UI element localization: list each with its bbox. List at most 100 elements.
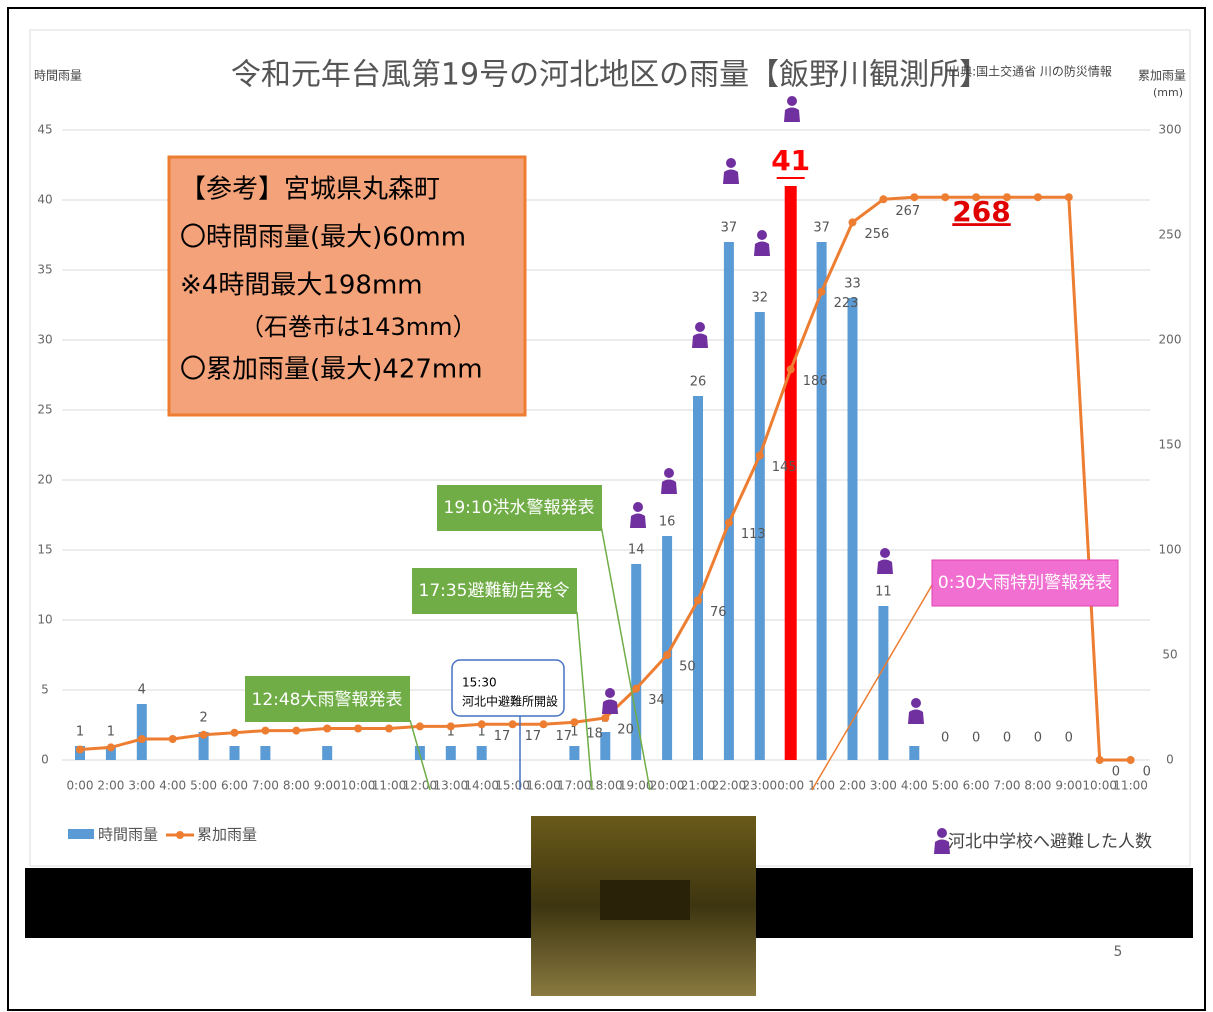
person-icon: [784, 107, 800, 122]
y2-tick-label: 100: [1159, 543, 1182, 557]
line-point: [323, 724, 332, 733]
x-tick-label: 13:00: [434, 779, 469, 793]
bar-label: 37: [813, 221, 830, 236]
line-point: [663, 651, 672, 659]
line-point: [261, 726, 270, 735]
bar-label: 2: [199, 711, 207, 726]
bar-label: 26: [690, 375, 707, 390]
line-point: [694, 596, 702, 605]
line-label: 113: [741, 527, 766, 542]
bar: [445, 746, 456, 760]
callout: 河北中避難所開設: [462, 694, 558, 709]
line-point: [879, 195, 888, 204]
y-tick-label: 25: [37, 403, 52, 417]
line-point: [786, 365, 795, 374]
line-point: [1033, 193, 1042, 202]
line-label: 186: [803, 374, 828, 389]
source: 出典:国土交通省 川の防災情報: [948, 64, 1112, 79]
bar: [600, 732, 611, 760]
line-point: [199, 730, 208, 739]
bar-label: 0: [1003, 731, 1011, 746]
line-point: [292, 726, 301, 735]
bar-label: 0: [1034, 731, 1042, 746]
y2-tick-label: 0: [1166, 753, 1174, 767]
person-icon: [934, 839, 950, 854]
x-tick-label: 10:00: [341, 779, 376, 793]
callout-box: [451, 659, 565, 717]
bar-label: 1: [107, 725, 115, 740]
line-point: [1095, 756, 1104, 764]
line-point: [601, 714, 610, 722]
person-icon: [633, 502, 643, 512]
line-label: 267: [895, 204, 920, 219]
x-tick-label: 4:00: [159, 779, 186, 793]
callout-box: [412, 568, 577, 614]
bar: [105, 746, 116, 760]
callout: 19:10洪水警報発表: [444, 498, 595, 518]
person-icon: [605, 688, 615, 698]
legend-swatch: [68, 829, 94, 839]
bar: [693, 396, 703, 760]
person-icon: [877, 559, 893, 574]
x-tick-label: 3:00: [128, 779, 155, 793]
page-number: 5: [1114, 944, 1123, 960]
x-tick-label: 6:00: [221, 779, 248, 793]
bar-label: 37: [721, 221, 738, 236]
bar: [909, 746, 920, 760]
bar: [723, 242, 734, 760]
line-point: [137, 735, 146, 743]
y2-tick-label: 300: [1159, 123, 1182, 137]
bar-label: 1: [76, 725, 84, 740]
bar-label: 33: [844, 277, 861, 292]
line-label: 17: [525, 729, 542, 744]
callout: 0:30大雨特別警報発表: [938, 573, 1112, 593]
note-line: （石巻市は143mm）: [240, 313, 477, 341]
y2-unit: (mm): [1153, 86, 1183, 99]
line-label: 0: [1143, 765, 1151, 780]
person-icon: [602, 699, 618, 714]
bar-label: 0: [941, 731, 949, 746]
y-tick-label: 40: [37, 193, 52, 207]
bar: [476, 746, 487, 760]
bar: [136, 704, 147, 760]
person-icon: [937, 828, 947, 838]
x-tick-label: 14:00: [464, 779, 499, 793]
line-point: [106, 743, 115, 752]
bar-label: 41: [771, 144, 810, 177]
line-label: 34: [648, 693, 665, 708]
line-point: [230, 728, 239, 737]
legend-label: 累加雨量: [197, 826, 257, 844]
x-tick-label: 9:00: [1055, 779, 1082, 793]
line-point: [941, 193, 950, 202]
person-icon: [661, 479, 677, 494]
y-tick-label: 45: [37, 123, 52, 137]
x-tick-label: 11:00: [372, 779, 407, 793]
bar: [229, 746, 240, 760]
callout: 17:35避難勧告発令: [419, 581, 570, 601]
x-tick-label: 7:00: [252, 779, 279, 793]
line-point: [1126, 756, 1135, 764]
line-label: 256: [865, 227, 890, 242]
line-point: [354, 724, 363, 733]
bar: [631, 564, 642, 760]
note-line: 〇時間雨量(最大)60mm: [180, 223, 466, 253]
callout-box: [437, 485, 602, 531]
line-point: [632, 684, 641, 693]
bar-label: 14: [628, 543, 645, 558]
x-tick-label: 11:00: [1113, 779, 1148, 793]
line-label: 17: [556, 729, 573, 744]
x-tick-label: 4:00: [901, 779, 928, 793]
x-tick-label: 22:00: [712, 779, 747, 793]
line-point: [76, 745, 84, 754]
line-point: [477, 720, 486, 729]
line-point: [910, 193, 919, 202]
bar: [878, 606, 889, 760]
line-point: [1064, 193, 1073, 202]
line-label: 223: [834, 296, 859, 311]
bar-label: 1: [478, 725, 486, 740]
connectors: [409, 519, 936, 791]
line-point: [385, 724, 393, 733]
line-point: [570, 718, 579, 727]
bar: [662, 536, 673, 760]
